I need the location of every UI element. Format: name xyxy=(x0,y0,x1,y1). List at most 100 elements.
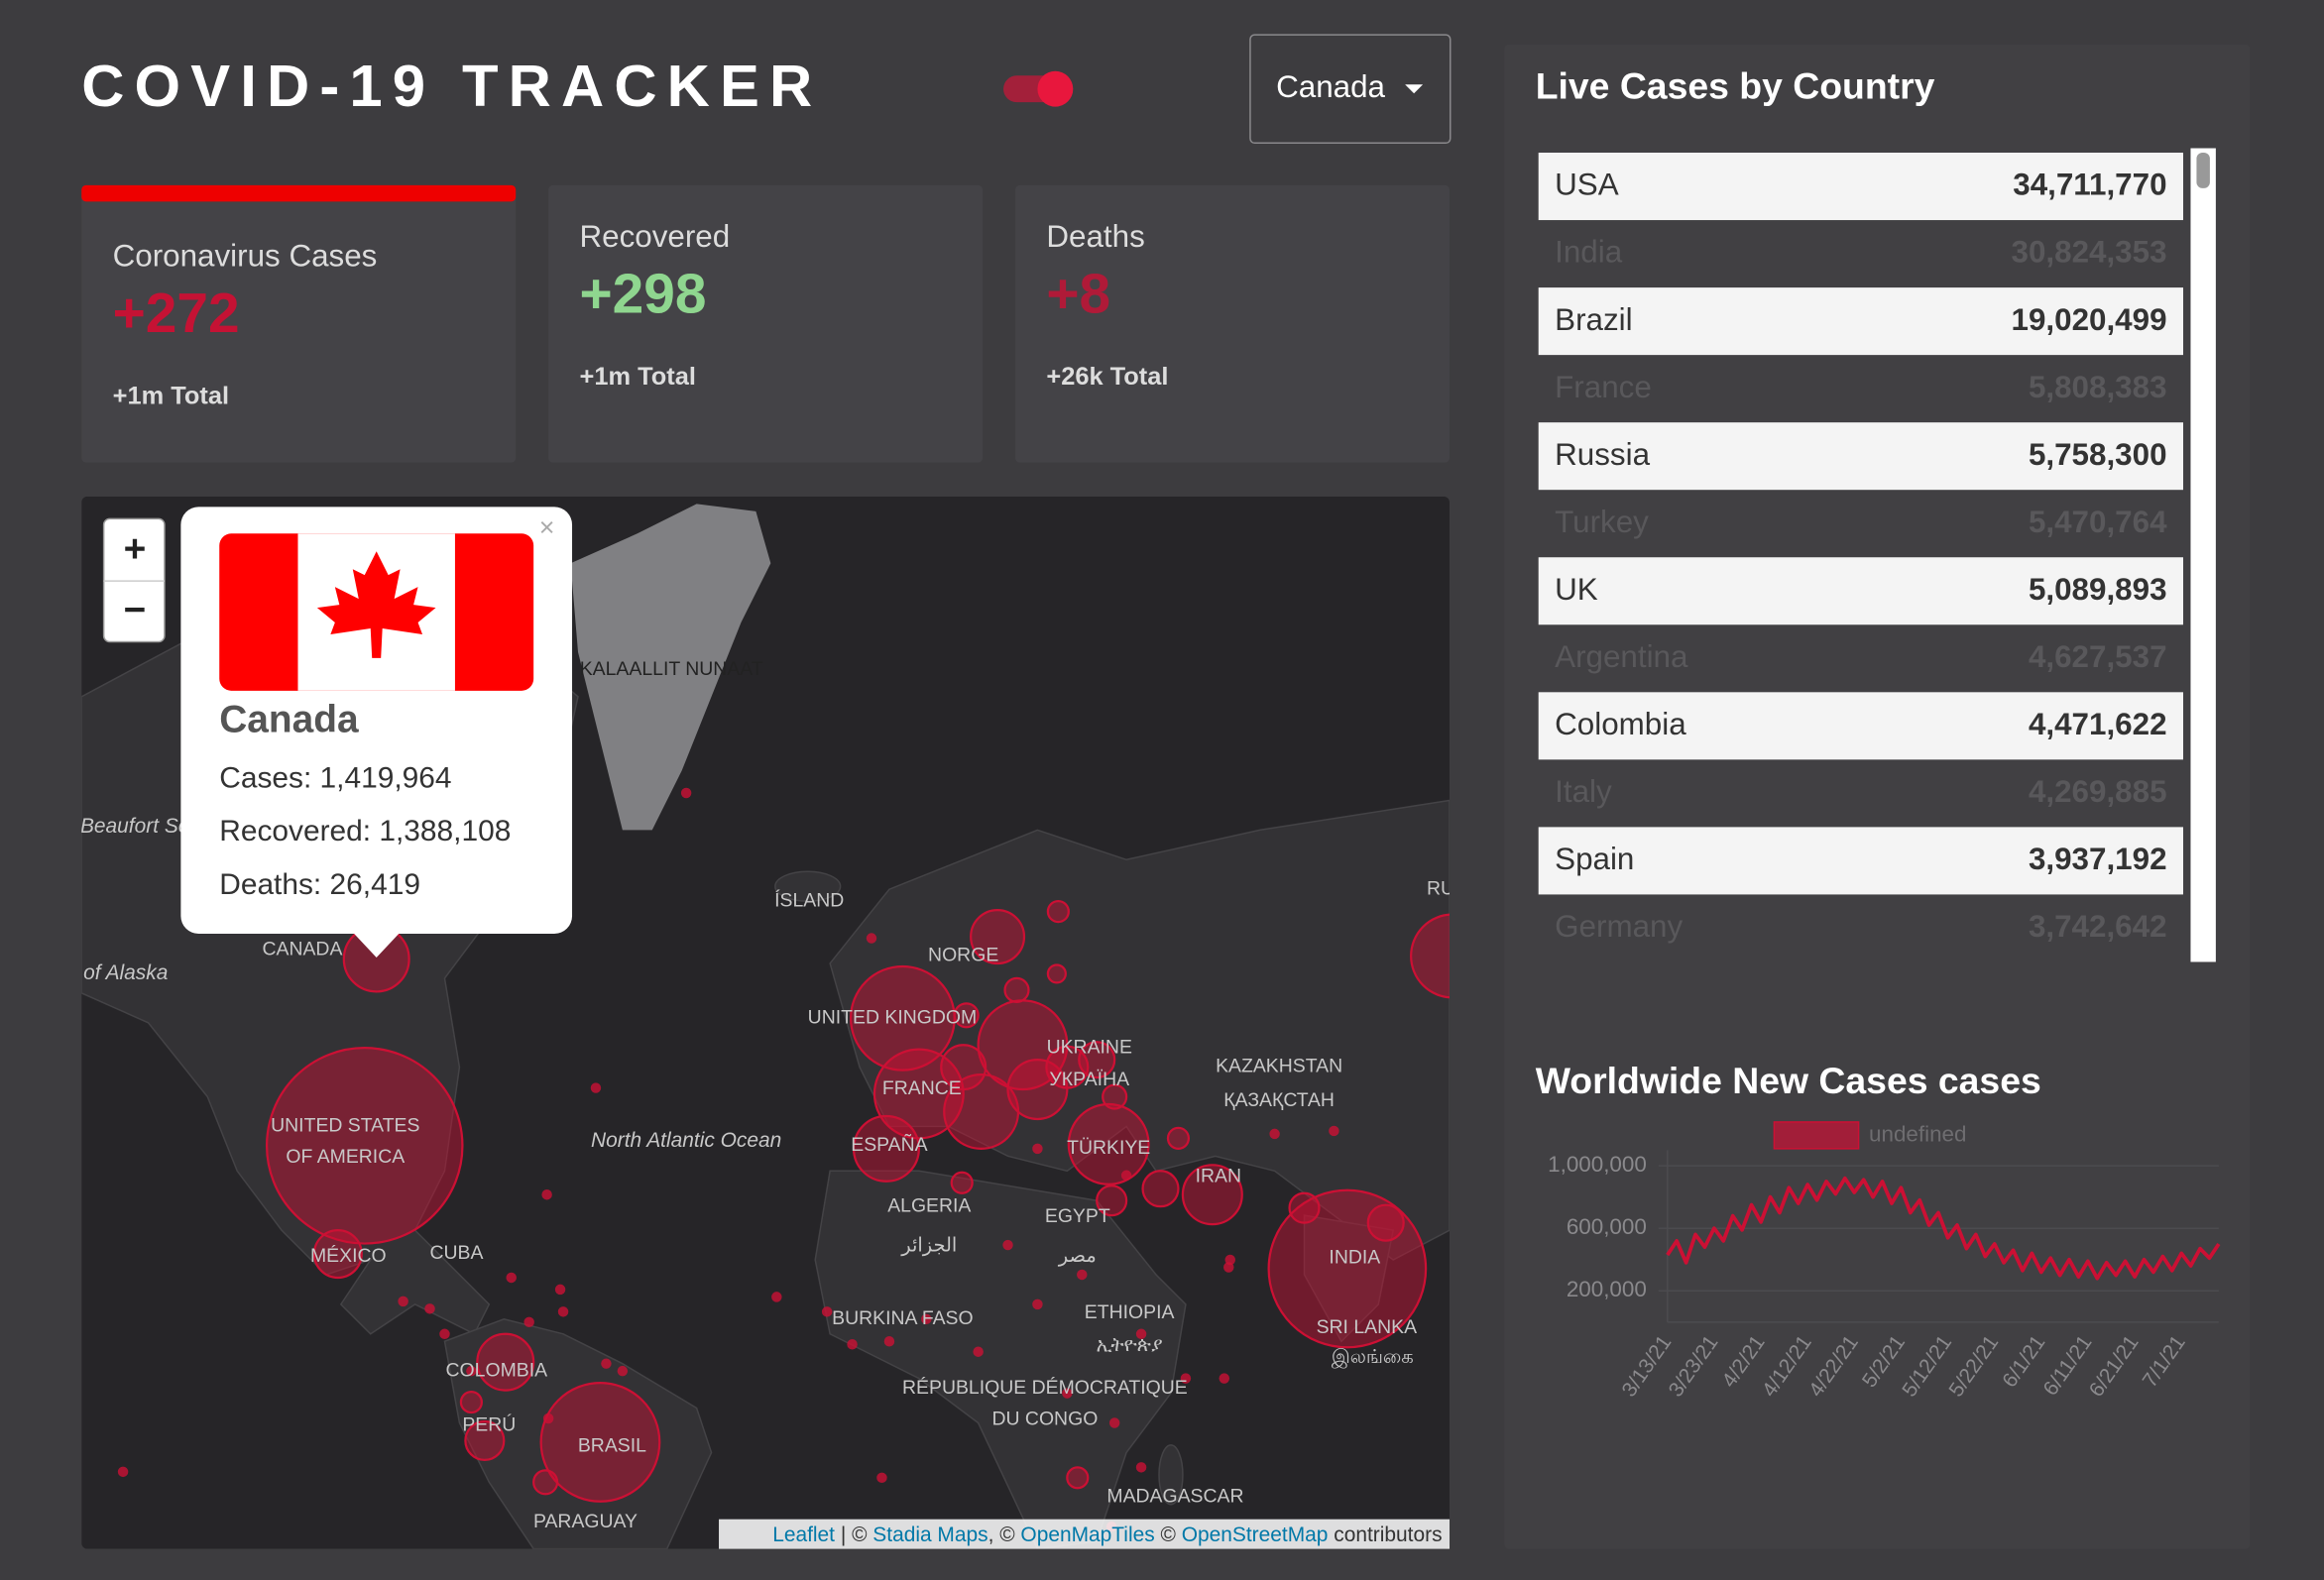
dropdown-box[interactable] xyxy=(1249,34,1452,145)
dropdown-caret[interactable] xyxy=(1405,84,1424,94)
case-circle[interactable] xyxy=(1046,900,1070,924)
case-dot[interactable] xyxy=(617,1365,629,1377)
case-dot[interactable] xyxy=(680,787,692,799)
case-dot[interactable] xyxy=(876,1472,887,1484)
case-circle[interactable] xyxy=(265,1047,464,1245)
land-africa xyxy=(814,1170,1187,1549)
country-cases: 4,471,622 xyxy=(2029,707,2167,741)
case-dot[interactable] xyxy=(557,1306,569,1317)
case-dot[interactable] xyxy=(1062,1388,1073,1399)
case-circle[interactable] xyxy=(970,908,1026,965)
case-dot[interactable] xyxy=(601,1358,612,1369)
case-circle[interactable] xyxy=(953,1002,980,1029)
case-dot[interactable] xyxy=(921,1313,932,1325)
map-label: UKRAINE xyxy=(1047,1036,1132,1058)
case-dot[interactable] xyxy=(439,1328,450,1340)
toggle-thumb[interactable] xyxy=(1037,70,1074,107)
scrollbar-thumb[interactable] xyxy=(2196,153,2210,188)
case-dot[interactable] xyxy=(590,1082,602,1093)
case-circle[interactable] xyxy=(1046,963,1067,984)
country-name: USA xyxy=(1555,168,1619,202)
case-dot[interactable] xyxy=(1002,1239,1013,1251)
case-dot[interactable] xyxy=(466,1365,477,1377)
case-dot[interactable] xyxy=(883,1336,895,1347)
case-circle[interactable] xyxy=(532,1469,559,1496)
attribution-link[interactable]: Stadia Maps xyxy=(872,1524,988,1546)
case-circle[interactable] xyxy=(476,1332,535,1392)
case-dot[interactable] xyxy=(771,1292,782,1302)
case-circle[interactable] xyxy=(1166,1126,1191,1150)
country-name: Argentina xyxy=(1555,639,1688,674)
case-dot[interactable] xyxy=(1032,1298,1043,1310)
case-circle[interactable] xyxy=(1066,1466,1090,1490)
case-circle[interactable] xyxy=(1181,1164,1243,1226)
map-label: RU xyxy=(1427,877,1454,899)
stat-cards: Coronavirus Cases +272 +1m Total Recovered +… xyxy=(81,184,1451,463)
dropdown-value[interactable]: Canada xyxy=(1276,69,1385,104)
chart-title: Worldwide New Cases cases xyxy=(1536,1060,2041,1101)
case-dot[interactable] xyxy=(1108,1417,1120,1428)
case-circle[interactable] xyxy=(950,1171,974,1194)
attribution-text: contributors xyxy=(1328,1524,1442,1546)
case-dot[interactable] xyxy=(117,1466,129,1478)
case-circle[interactable] xyxy=(1267,1188,1428,1349)
case-dot[interactable] xyxy=(523,1316,534,1328)
case-dot[interactable] xyxy=(1077,1269,1088,1281)
case-circle[interactable] xyxy=(852,1114,920,1183)
map-label: DU CONGO xyxy=(991,1409,1098,1430)
case-dot[interactable] xyxy=(1223,1262,1234,1273)
case-dot[interactable] xyxy=(866,933,877,944)
case-dot[interactable] xyxy=(554,1284,566,1296)
stat-card[interactable] xyxy=(1015,184,1451,463)
case-dot[interactable] xyxy=(1135,1328,1147,1340)
dark-mode-toggle[interactable] xyxy=(1003,70,1074,107)
case-circle[interactable] xyxy=(1141,1170,1180,1208)
case-dot[interactable] xyxy=(424,1303,435,1314)
case-circle[interactable] xyxy=(464,1419,506,1462)
zoom-out[interactable]: − xyxy=(124,589,147,631)
case-circle[interactable] xyxy=(1288,1191,1321,1224)
zoom-in[interactable]: + xyxy=(124,528,147,571)
case-circle[interactable] xyxy=(1006,1059,1069,1121)
case-circle[interactable] xyxy=(1410,913,1494,999)
case-dot[interactable] xyxy=(398,1296,408,1307)
case-dot[interactable] xyxy=(973,1346,984,1357)
popup-close[interactable]: × xyxy=(539,512,555,542)
case-dot[interactable] xyxy=(1120,1170,1132,1182)
attribution-link[interactable]: OpenStreetMap xyxy=(1182,1524,1329,1546)
attribution-link[interactable]: Leaflet xyxy=(772,1524,835,1546)
stat-card[interactable] xyxy=(548,184,984,463)
case-circle[interactable] xyxy=(459,1390,483,1414)
map-label: ኢትዮጵያ xyxy=(1097,1334,1163,1356)
case-dot[interactable] xyxy=(821,1306,833,1317)
case-circle[interactable] xyxy=(1067,1102,1150,1185)
case-dot[interactable] xyxy=(847,1339,858,1350)
case-circle[interactable] xyxy=(1102,1083,1128,1110)
case-circle[interactable] xyxy=(940,1044,988,1091)
map-layer: KALAALLIT NUNAAT Beaufort Sea ÍSLAND CANADA… xyxy=(81,496,1494,1549)
case-dot[interactable] xyxy=(541,1188,552,1200)
case-circle[interactable] xyxy=(1003,976,1030,1003)
legend-swatch[interactable] xyxy=(1773,1121,1860,1150)
scrollbar[interactable] xyxy=(2190,148,2216,962)
stat-card[interactable] xyxy=(81,184,517,463)
case-dot[interactable] xyxy=(506,1272,517,1284)
case-circle[interactable] xyxy=(1078,1041,1116,1079)
case-dot[interactable] xyxy=(1180,1373,1192,1384)
case-circle[interactable] xyxy=(1045,1045,1090,1089)
case-dot[interactable] xyxy=(1135,1462,1147,1473)
legend-label[interactable]: undefined xyxy=(1869,1121,1966,1146)
case-circle[interactable] xyxy=(539,1382,661,1503)
case-circle[interactable] xyxy=(312,1228,363,1280)
attribution-link[interactable]: OpenMapTiles xyxy=(1020,1524,1154,1546)
attribution: Leaflet | © Stadia Maps, © OpenMapTiles … xyxy=(772,1524,1442,1546)
case-dot[interactable] xyxy=(1269,1128,1280,1140)
popup-cases: Cases: 1,419,964 xyxy=(219,761,451,794)
case-dot[interactable] xyxy=(542,1412,554,1424)
case-dot[interactable] xyxy=(1219,1373,1230,1384)
case-circle[interactable] xyxy=(1366,1203,1405,1242)
country-dropdown[interactable]: Canada xyxy=(1249,34,1452,145)
case-dot[interactable] xyxy=(1032,1143,1043,1155)
case-circle[interactable] xyxy=(1096,1185,1128,1217)
case-dot[interactable] xyxy=(1329,1125,1339,1137)
